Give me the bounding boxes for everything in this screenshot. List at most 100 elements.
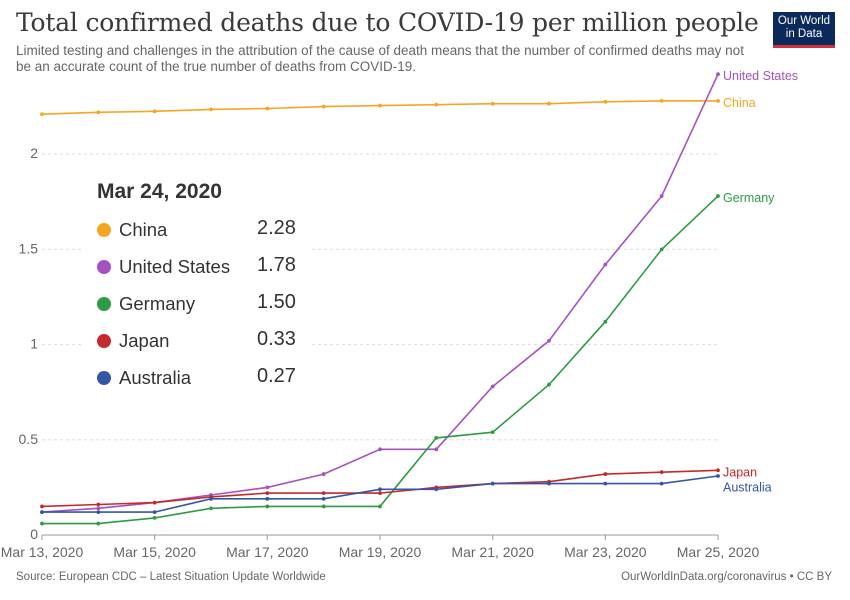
data-point — [434, 102, 439, 107]
data-point — [96, 510, 101, 515]
data-point — [659, 470, 664, 475]
tooltip-row-united-states: United States 1.78 — [97, 253, 302, 283]
data-point — [434, 487, 439, 492]
data-point — [321, 491, 326, 496]
data-point — [547, 338, 551, 343]
data-point — [547, 101, 551, 106]
x-tick-label: Mar 19, 2020 — [339, 544, 422, 560]
tooltip-row-china: China 2.28 — [97, 216, 302, 246]
data-point — [716, 98, 720, 103]
data-point — [434, 435, 439, 440]
data-point — [716, 194, 720, 198]
data-point — [659, 194, 664, 198]
x-tick-label: Mar 21, 2020 — [451, 544, 534, 560]
data-point — [265, 504, 270, 509]
data-point — [321, 472, 326, 476]
tooltip-row-name: China — [119, 219, 168, 240]
tooltip-row-name: Australia — [119, 367, 191, 388]
data-point — [716, 468, 720, 473]
data-point — [96, 521, 101, 526]
x-tick-label: Mar 13, 2020 — [1, 544, 84, 560]
y-tick-label: 1.5 — [19, 240, 39, 256]
tooltip-row-japan: Japan 0.33 — [97, 327, 302, 357]
data-point — [152, 109, 157, 114]
tooltip-row-value: 1.78 — [257, 254, 296, 276]
series-end-label: Australia — [723, 480, 772, 494]
data-point — [378, 447, 382, 452]
data-point — [659, 247, 664, 252]
data-point — [321, 496, 326, 501]
chart-title: Total confirmed deaths due to COVID-19 p… — [16, 8, 759, 37]
y-tick-label: 1 — [30, 336, 38, 352]
x-tick-label: Mar 23, 2020 — [564, 544, 647, 560]
logo-line-2: in Data — [785, 28, 823, 40]
tooltip-row-name: Japan — [119, 330, 170, 351]
data-point — [490, 384, 495, 389]
tooltip-row-value: 0.33 — [257, 328, 296, 350]
data-point — [321, 504, 326, 509]
data-point — [378, 103, 382, 108]
japan-dot-icon — [97, 334, 111, 348]
logo-line-1: Our World — [777, 15, 831, 27]
data-point — [547, 382, 551, 387]
tooltip-row-germany: Germany 1.50 — [97, 290, 302, 320]
owid-logo[interactable]: Our World in Data — [773, 12, 835, 48]
data-point — [40, 504, 44, 509]
x-tick-label: Mar 15, 2020 — [113, 544, 196, 560]
data-point — [603, 319, 608, 324]
series-line-china — [41, 100, 718, 115]
x-tick-label: Mar 17, 2020 — [226, 544, 309, 560]
australia-dot-icon — [97, 371, 111, 385]
data-point — [40, 521, 44, 526]
data-point — [603, 99, 608, 104]
germany-dot-icon — [97, 297, 111, 311]
data-point — [96, 506, 101, 511]
data-point — [265, 485, 270, 490]
tooltip-row-australia: Australia 0.27 — [97, 364, 302, 394]
data-point — [378, 487, 382, 492]
data-point — [209, 107, 213, 112]
series-lines — [40, 72, 720, 526]
data-point — [378, 491, 382, 496]
data-point — [490, 481, 495, 486]
tooltip-row-value: 2.28 — [257, 217, 296, 239]
data-point — [603, 481, 608, 486]
credit-link[interactable]: OurWorldInData.org/coronavirus • CC BY — [621, 571, 832, 583]
line-chart: 0 0.5 1 1.5 2 Mar 13, 2020 Mar 15, 2020 Mar 17,… — [1, 69, 798, 560]
data-point — [265, 496, 270, 501]
data-point — [209, 496, 213, 501]
data-point — [603, 472, 608, 476]
series-end-label: Japan — [723, 465, 757, 479]
data-point — [209, 506, 213, 511]
data-point — [603, 262, 608, 267]
data-point — [40, 510, 44, 515]
data-point — [265, 491, 270, 496]
data-point — [716, 474, 720, 478]
data-point — [378, 504, 382, 509]
tooltip-panel: Mar 24, 2020 China 2.28 United States 1.… — [82, 170, 310, 398]
china-dot-icon — [97, 223, 111, 237]
data-point — [152, 500, 157, 505]
data-point — [490, 101, 495, 106]
tooltip-row-value: 1.50 — [257, 291, 296, 313]
grid-lines — [42, 153, 718, 441]
data-point — [547, 481, 551, 486]
data-point — [659, 481, 664, 486]
data-point — [321, 104, 326, 109]
data-point — [265, 106, 270, 111]
y-tick-label: 2 — [30, 145, 38, 161]
data-point — [434, 447, 439, 452]
data-point — [152, 515, 157, 520]
x-tick-label: Mar 25, 2020 — [677, 544, 760, 560]
data-point — [490, 430, 495, 435]
series-end-label: Germany — [723, 191, 775, 205]
united-states-dot-icon — [97, 260, 111, 274]
data-point — [659, 98, 664, 103]
data-point — [152, 510, 157, 515]
data-point — [96, 110, 101, 115]
data-point — [716, 72, 720, 77]
tooltip-row-name: Germany — [119, 293, 196, 314]
data-point — [40, 112, 44, 117]
axes: 0 0.5 1 1.5 2 Mar 13, 2020 Mar 15, 2020 Mar 17,… — [1, 145, 760, 560]
source-note: Source: European CDC – Latest Situation … — [16, 571, 326, 583]
